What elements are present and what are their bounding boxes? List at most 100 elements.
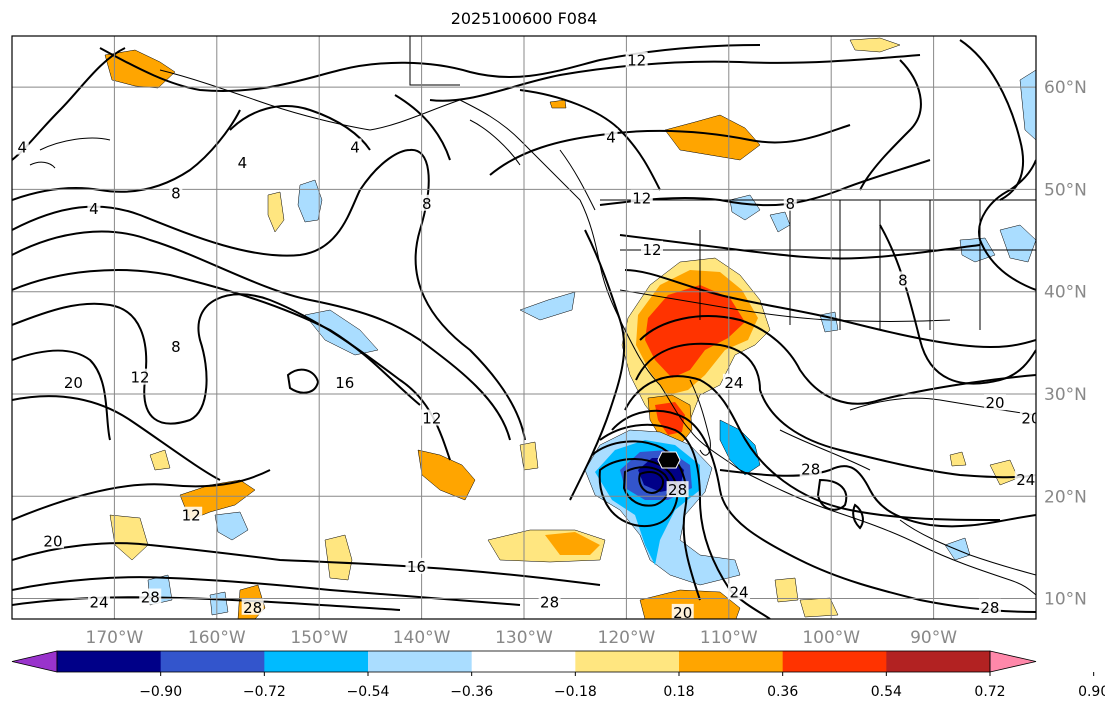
- colorbar-tick-label: −0.54: [347, 684, 390, 700]
- contour-label: 24: [729, 583, 748, 601]
- contour-label-bg: [978, 598, 1001, 615]
- contour-label-bg: [641, 240, 663, 257]
- contour-label: 16: [407, 558, 426, 576]
- contour-label-bg: [728, 583, 751, 600]
- contour-label: 28: [668, 481, 687, 499]
- colorbar-tick-label: 0.36: [767, 684, 798, 700]
- contour-label-bg: [722, 373, 745, 390]
- latitude-labels: 60°N 50°N 40°N 30°N 20°N 10°N: [1044, 78, 1087, 609]
- longitude-labels: 170°W 160°W 150°W 140°W 130°W 120°W 110°W 100°W…: [86, 628, 958, 648]
- contour-label-bg: [348, 138, 362, 155]
- coastlines: [29, 36, 1036, 596]
- contour-label-bg: [169, 184, 183, 201]
- storm-center-marker: [657, 451, 681, 469]
- contour-label-bg: [333, 373, 356, 390]
- colorbar-bin: [368, 651, 473, 672]
- longitude-label: 90°W: [910, 628, 957, 648]
- colorbar-under-extension: [11, 650, 58, 673]
- contour-label: 24: [1016, 471, 1035, 489]
- contour-label: 24: [724, 374, 743, 392]
- contour-label-bg: [630, 189, 653, 206]
- longitude-label: 120°W: [598, 628, 656, 648]
- latitude-label: 30°N: [1044, 385, 1087, 405]
- colorbar-tick-label: 0.90: [1078, 684, 1105, 700]
- colorbar: −0.90 −0.72 −0.54 −0.36 −0.18 0.18 0.36 0.54 0.7…: [11, 650, 1105, 700]
- contour-label: 8: [422, 195, 432, 213]
- latitude-label: 60°N: [1044, 78, 1087, 98]
- contour-label: 12: [632, 190, 651, 208]
- colorbar-bin: [575, 651, 680, 672]
- colorbar-tick-label: 0.72: [974, 684, 1005, 700]
- contour-label: 4: [238, 154, 248, 172]
- contour-label-bg: [984, 394, 1007, 411]
- map-frame: [11, 35, 1037, 620]
- colorbar-tick-label: 0.18: [663, 684, 694, 700]
- longitude-label: 160°W: [188, 628, 246, 648]
- latitude-label: 50°N: [1044, 180, 1087, 200]
- colorbar-frame: [56, 650, 991, 673]
- contour-label: 20: [1021, 410, 1040, 428]
- contour-label: 4: [350, 139, 360, 157]
- contour-label-bg: [1014, 470, 1036, 487]
- contour-label-bg: [87, 199, 101, 216]
- contour-label-bg: [671, 603, 694, 619]
- contour-label-bg: [538, 593, 561, 610]
- latitude-label: 40°N: [1044, 283, 1087, 303]
- contour-label: 28: [980, 599, 999, 617]
- contour-labels: 12 4 4 4 4 8 8 4 12 12 8 8 8 12 20 16 12 24 20 20 28 24 28 12 20…: [15, 51, 1040, 619]
- longitude-label: 110°W: [700, 628, 758, 648]
- contour-label: 20: [64, 374, 83, 392]
- contour-label-bg: [88, 593, 111, 610]
- contour-label-bg: [799, 460, 822, 477]
- contour-label-bg: [420, 409, 443, 426]
- contour-label: 8: [898, 271, 908, 289]
- contour-label-bg: [896, 271, 910, 288]
- latitude-label: 10°N: [1044, 590, 1087, 610]
- contour-label: 12: [642, 241, 661, 259]
- contour-label-bg: [129, 368, 151, 385]
- colorbar-over-extension: [989, 650, 1037, 673]
- colorbar-bin: [782, 651, 887, 672]
- colorbar-tick-label: −0.90: [139, 684, 182, 700]
- contour-label: 20: [43, 532, 62, 550]
- contour-label: 28: [141, 589, 160, 607]
- contour-label-bg: [420, 194, 434, 211]
- contour-label: 28: [540, 594, 559, 612]
- contour-label-bg: [405, 557, 428, 574]
- contour-label: 28: [243, 599, 262, 617]
- contour-label-bg: [180, 506, 203, 523]
- colorbar-bin: [679, 651, 784, 672]
- colorbar-tick-label: 0.54: [871, 684, 902, 700]
- contour-label-bg: [625, 51, 648, 68]
- contour-label: 16: [335, 374, 354, 392]
- colorbar-bin: [160, 651, 265, 672]
- longitude-label: 150°W: [290, 628, 348, 648]
- contour-label: 8: [171, 185, 181, 203]
- map-title: 2025100600 F084: [450, 9, 598, 28]
- longitude-label: 140°W: [393, 628, 451, 648]
- contour-label-bg: [241, 598, 264, 615]
- contour-label-bg: [15, 138, 29, 155]
- colorbar-bin: [57, 651, 162, 672]
- contour-label: 12: [182, 507, 201, 525]
- contour-label-bg: [1019, 409, 1036, 426]
- contour-label-bg: [783, 194, 797, 211]
- contour-label-bg: [139, 588, 162, 605]
- contour-label: 4: [606, 128, 616, 146]
- latitude-label: 20°N: [1044, 487, 1087, 507]
- contour-label: 8: [171, 338, 181, 356]
- colorbar-bin: [471, 651, 576, 672]
- longitude-label: 170°W: [86, 628, 144, 648]
- longitude-label: 130°W: [495, 628, 553, 648]
- contour-label: 4: [17, 139, 27, 157]
- contour-label: 12: [627, 52, 646, 70]
- contour-label: 4: [89, 200, 99, 218]
- contour-label: 12: [130, 369, 149, 387]
- contour-label: 28: [801, 461, 820, 479]
- colorbar-bin: [264, 651, 369, 672]
- contour-label: 12: [422, 410, 441, 428]
- colorbar-tick-label: −0.18: [554, 684, 597, 700]
- contour-label: 20: [985, 394, 1004, 412]
- colorbar-tick-label: −0.36: [450, 684, 493, 700]
